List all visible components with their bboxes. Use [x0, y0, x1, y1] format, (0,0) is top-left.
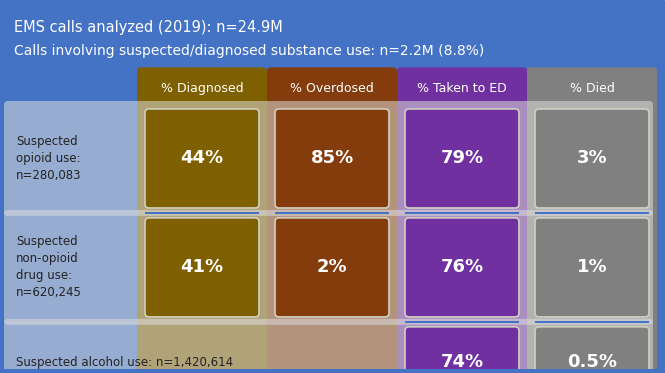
- Text: 3%: 3%: [577, 150, 607, 167]
- FancyBboxPatch shape: [527, 68, 657, 373]
- Text: % Diagnosed: % Diagnosed: [161, 82, 243, 95]
- FancyBboxPatch shape: [275, 212, 389, 214]
- FancyBboxPatch shape: [267, 68, 397, 373]
- Text: 41%: 41%: [180, 258, 223, 276]
- Text: Suspected
opioid use:
n=280,083: Suspected opioid use: n=280,083: [16, 135, 82, 182]
- FancyBboxPatch shape: [4, 210, 653, 325]
- FancyBboxPatch shape: [397, 68, 527, 373]
- FancyBboxPatch shape: [137, 68, 267, 373]
- FancyBboxPatch shape: [145, 218, 259, 317]
- Text: Suspected alcohol use: n=1,420,614: Suspected alcohol use: n=1,420,614: [16, 356, 233, 369]
- Text: Suspected
non-opioid
drug use:
n=620,245: Suspected non-opioid drug use: n=620,245: [16, 235, 82, 300]
- FancyBboxPatch shape: [4, 319, 653, 373]
- Text: 74%: 74%: [440, 354, 483, 372]
- FancyBboxPatch shape: [405, 327, 519, 373]
- FancyBboxPatch shape: [4, 101, 653, 216]
- Text: 85%: 85%: [311, 150, 354, 167]
- FancyBboxPatch shape: [535, 327, 649, 373]
- Text: Calls involving suspected/diagnosed substance use: n=2.2M (8.8%): Calls involving suspected/diagnosed subs…: [14, 44, 484, 57]
- FancyBboxPatch shape: [535, 321, 649, 323]
- Text: 79%: 79%: [440, 150, 483, 167]
- FancyBboxPatch shape: [405, 109, 519, 208]
- FancyBboxPatch shape: [275, 218, 389, 317]
- Text: % Died: % Died: [569, 82, 614, 95]
- Text: 1%: 1%: [577, 258, 607, 276]
- Text: 44%: 44%: [180, 150, 223, 167]
- Text: % Taken to ED: % Taken to ED: [417, 82, 507, 95]
- Text: 76%: 76%: [440, 258, 483, 276]
- FancyBboxPatch shape: [405, 212, 519, 214]
- FancyBboxPatch shape: [145, 212, 259, 214]
- Text: % Overdosed: % Overdosed: [290, 82, 374, 95]
- FancyBboxPatch shape: [145, 109, 259, 208]
- Text: EMS calls analyzed (2019): n=24.9M: EMS calls analyzed (2019): n=24.9M: [14, 20, 283, 35]
- FancyBboxPatch shape: [405, 321, 519, 323]
- FancyBboxPatch shape: [535, 218, 649, 317]
- Text: 2%: 2%: [317, 258, 347, 276]
- FancyBboxPatch shape: [405, 218, 519, 317]
- FancyBboxPatch shape: [535, 109, 649, 208]
- FancyBboxPatch shape: [535, 212, 649, 214]
- Text: 0.5%: 0.5%: [567, 354, 617, 372]
- FancyBboxPatch shape: [275, 109, 389, 208]
